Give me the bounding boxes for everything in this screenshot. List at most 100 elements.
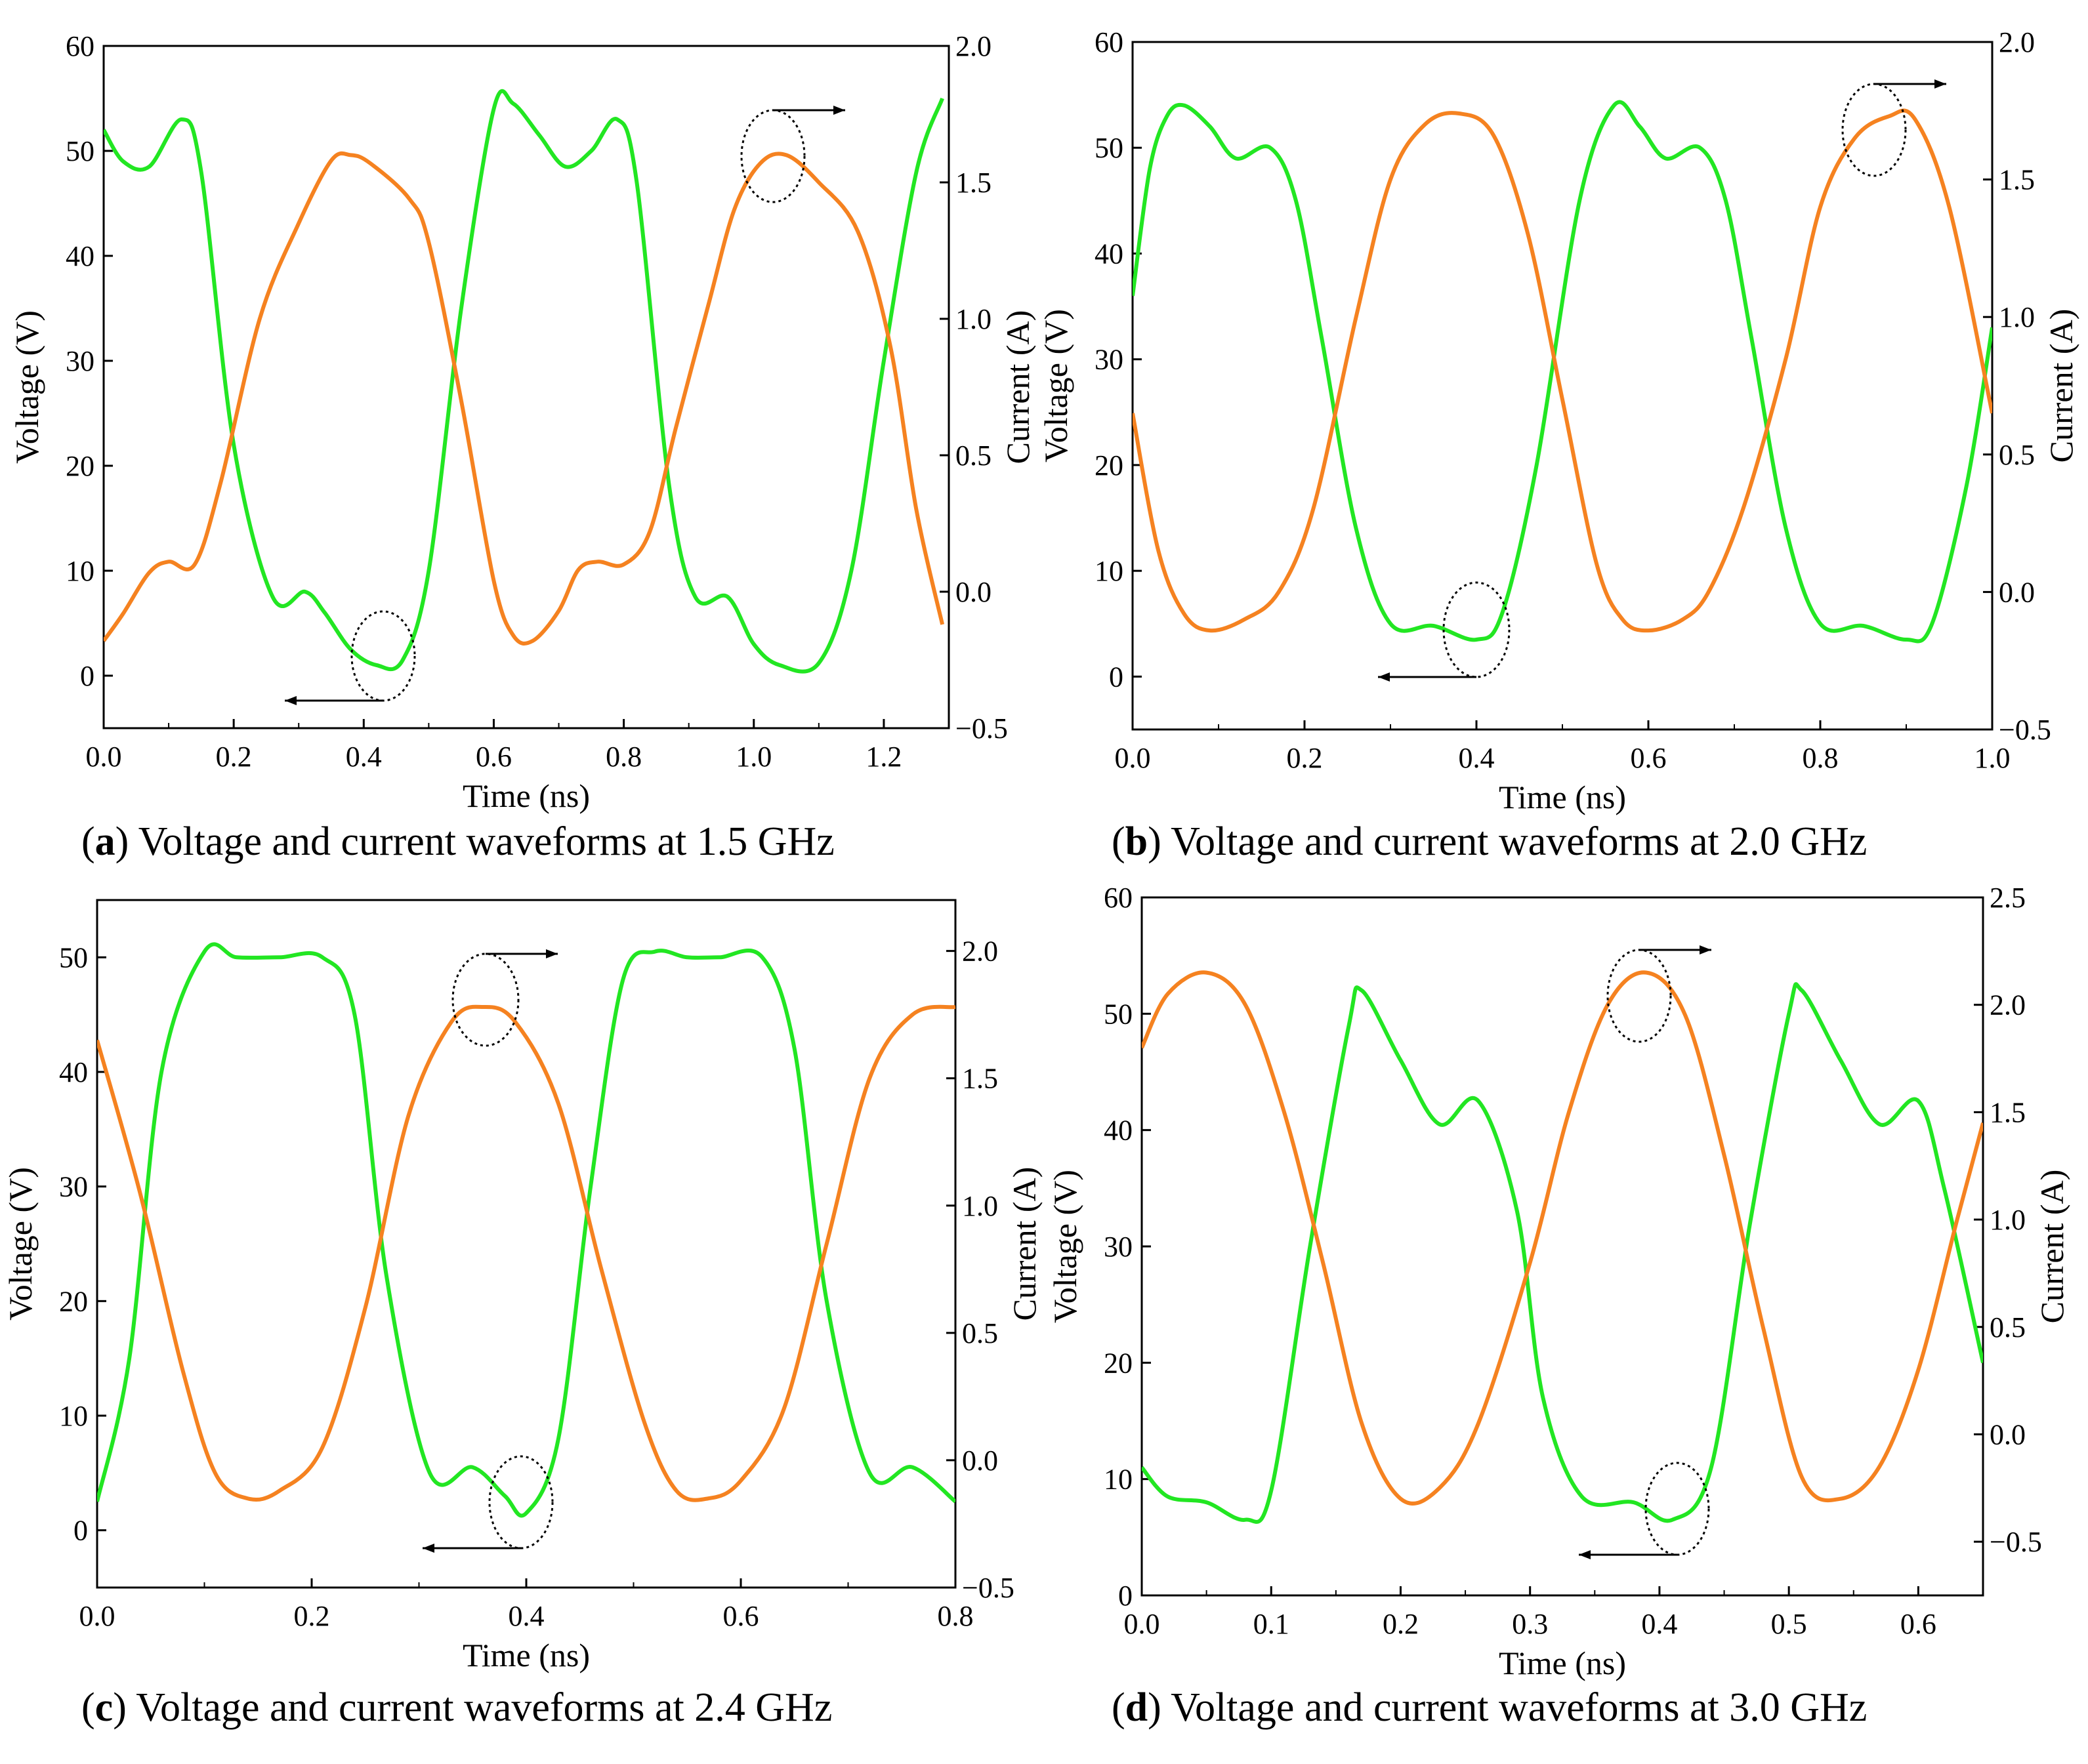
y-tick-label: 50 <box>66 135 94 167</box>
x-axis-label: Time (ns) <box>1499 779 1626 815</box>
y2-tick-label: −0.5 <box>1999 714 2051 746</box>
axis-indicator-ellipse <box>1606 949 1672 1043</box>
x-tick-label: 0.8 <box>606 741 642 773</box>
current-series-line <box>104 151 945 646</box>
y-tick-label: 30 <box>1104 1231 1133 1263</box>
y-tick-label: 50 <box>1104 998 1133 1030</box>
x-tick-label: 0.2 <box>1383 1608 1419 1640</box>
x-tick-label: 0.4 <box>1459 742 1495 774</box>
axis-indicator-ellipse <box>1442 581 1511 678</box>
y2-tick-label: 0.5 <box>955 440 992 472</box>
y2-tick-label: 2.0 <box>955 30 992 62</box>
x-tick-label: 1.0 <box>1974 742 2011 774</box>
arrow-head <box>1700 945 1711 954</box>
x-tick-label: 0.8 <box>938 1600 974 1632</box>
y-tick-label: 10 <box>1104 1464 1133 1496</box>
y2-tick-label: 1.0 <box>955 303 992 335</box>
x-axis-label: Time (ns) <box>463 777 590 814</box>
voltage-series-line <box>97 942 955 1518</box>
x-tick-label: 0.6 <box>723 1600 759 1632</box>
x-tick-label: 0.2 <box>216 741 252 773</box>
arrow-head <box>1378 672 1390 682</box>
x-tick-label: 0.5 <box>1771 1608 1807 1640</box>
x-tick-label: 0.6 <box>1631 742 1667 774</box>
y2-tick-label: 0.0 <box>955 576 992 608</box>
axis-indicator-ellipse <box>1841 83 1907 177</box>
y2-tick-label: 2.0 <box>962 935 998 968</box>
y-tick-label: 60 <box>1104 882 1133 914</box>
x-tick-label: 0.0 <box>1124 1608 1160 1640</box>
x-tick-label: 0.1 <box>1253 1608 1289 1640</box>
axis-indicator-ellipse <box>488 1455 554 1549</box>
y-axis-label: Voltage (V) <box>9 310 45 464</box>
arrow-head <box>285 696 297 705</box>
arrow-head <box>1579 1550 1591 1559</box>
y2-tick-label: 0.5 <box>1999 439 2035 471</box>
y-tick-label: 0 <box>1109 661 1123 693</box>
caption-d: (d) Voltage and current waveforms at 3.0… <box>1112 1685 1868 1730</box>
x-tick-label: 0.4 <box>509 1600 545 1632</box>
y2-tick-label: 2.0 <box>1999 26 2035 58</box>
chart-panel-c: 0.0 0.2 0.4 0.6 0.8 0 10 20 30 40 50 −0.5 0.0 0.5 1.0 1… <box>2 899 1043 1673</box>
y-tick-label: 40 <box>66 240 94 272</box>
y2-tick-label: 1.5 <box>1999 164 2035 196</box>
y2-tick-label: 0.0 <box>1999 576 2035 608</box>
caption-b: (b) Voltage and current waveforms at 2.0… <box>1112 819 1868 864</box>
x-tick-label: 0.0 <box>86 741 122 773</box>
x-tick-label: 0.4 <box>346 741 382 773</box>
y-tick-label: 30 <box>66 345 94 377</box>
y2-tick-label: 1.0 <box>962 1190 998 1222</box>
y2-tick-label: −0.5 <box>962 1572 1014 1604</box>
y-tick-label: 20 <box>1104 1347 1133 1379</box>
x-tick-label: 0.3 <box>1512 1608 1548 1640</box>
y2-tick-label: 0.5 <box>1990 1311 2026 1344</box>
arrow-head <box>833 106 845 115</box>
chart-panel-b: 0.0 0.2 0.4 0.6 0.8 1.0 0 10 20 30 40 50 60 −0.5 0.0 0.… <box>1037 26 2079 815</box>
x-tick-label: 0.6 <box>476 741 512 773</box>
y2-tick-label: 2.5 <box>1990 882 2026 914</box>
y-tick-label: 60 <box>1095 26 1123 58</box>
x-tick-label: 1.2 <box>866 741 902 773</box>
y-tick-label: 30 <box>59 1171 88 1203</box>
arrow-head <box>423 1544 434 1553</box>
y-tick-label: 0 <box>73 1515 88 1547</box>
y-tick-label: 50 <box>59 941 88 974</box>
current-series-line <box>1142 970 1983 1506</box>
y2-tick-label: 2.0 <box>1990 989 2026 1021</box>
y-tick-label: 40 <box>1104 1115 1133 1147</box>
y-tick-label: 50 <box>1095 132 1123 164</box>
voltage-series-line <box>1142 982 1983 1524</box>
x-tick-label: 0.0 <box>79 1600 115 1632</box>
x-tick-label: 0.2 <box>1287 742 1323 774</box>
y-tick-label: 30 <box>1095 344 1123 376</box>
y2-tick-label: 1.0 <box>1999 301 2035 333</box>
y-axis-label: Voltage (V) <box>1047 1170 1083 1323</box>
y2-tick-label: −0.5 <box>1990 1526 2042 1558</box>
y2-axis-label: Current (A) <box>999 310 1036 464</box>
y-tick-label: 10 <box>66 555 94 587</box>
y-tick-label: 0 <box>80 660 94 692</box>
voltage-series-line <box>104 89 944 674</box>
y-tick-label: 60 <box>66 30 94 62</box>
x-tick-label: 1.0 <box>736 741 772 773</box>
axis-indicator-ellipse <box>451 953 520 1047</box>
y-tick-label: 10 <box>59 1400 88 1432</box>
y-tick-label: 20 <box>66 450 94 482</box>
y2-axis-label: Current (A) <box>2034 1170 2070 1324</box>
current-series-line <box>97 1004 955 1502</box>
chart-panel-a: 0.0 0.2 0.4 0.6 0.8 1.0 1.2 0 10 20 30 40 50 60 −0.5 0.… <box>9 30 1036 814</box>
y2-tick-label: 1.5 <box>962 1063 998 1095</box>
y2-tick-label: −0.5 <box>955 712 1008 745</box>
y2-tick-label: 0.0 <box>1990 1418 2026 1450</box>
y2-tick-label: 1.5 <box>955 167 992 199</box>
axis-indicator-ellipse <box>1644 1462 1710 1556</box>
y-axis-label: Voltage (V) <box>1037 309 1074 462</box>
arrow-head <box>546 949 558 958</box>
y2-axis-label: Current (A) <box>2043 309 2079 463</box>
plot-frame <box>102 45 950 729</box>
y-tick-label: 20 <box>1095 449 1123 482</box>
caption-c: (c) Voltage and current waveforms at 2.4… <box>81 1685 833 1730</box>
arrow-head <box>1934 79 1946 89</box>
